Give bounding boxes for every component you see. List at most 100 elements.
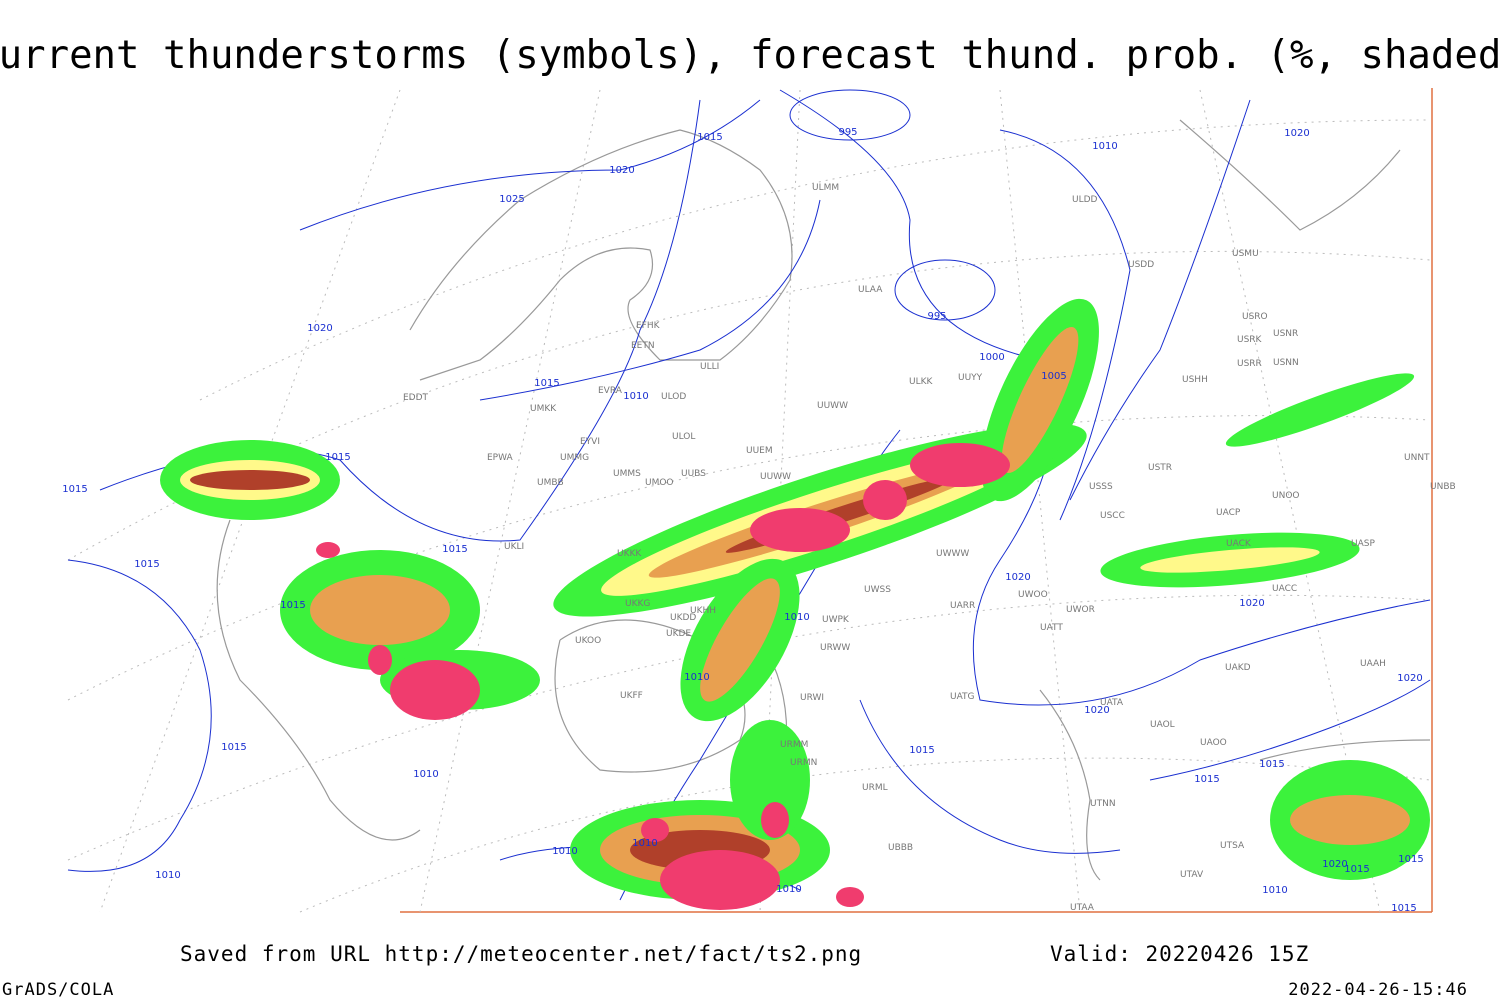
station-label: UTAV [1180,870,1204,880]
station-label: UKOO [575,636,601,646]
station-label: UATA [1100,698,1124,708]
isobar-label: 1015 [134,559,159,570]
isobar-label: 1020 [1322,859,1347,870]
station-label: UACP [1216,508,1241,518]
isobar-label: 1015 [221,742,246,753]
isobar-label: 1015 [1398,854,1423,865]
isobar-label: 1010 [155,870,180,881]
station-label: URML [862,783,888,793]
isobar-label: 1015 [442,544,467,555]
station-label: UARR [950,601,975,611]
station-label: USRO [1242,312,1268,322]
graticule [67,89,1431,913]
isobar-label: 1000 [979,352,1004,363]
isobar-label: 1010 [684,672,709,683]
timestamp: 2022-04-26-15:46 [1288,980,1468,1000]
software-credit: GrADS/COLA [2,980,114,1000]
station-label: EFHK [636,321,661,331]
station-label: UTAA [1070,903,1095,913]
isobar-label: 1010 [623,391,648,402]
station-label: USDD [1128,260,1154,270]
station-label: USRK [1237,335,1263,345]
isobar-label: 995 [927,311,946,322]
station-label: UATT [1040,623,1063,633]
station-label: UKDE [666,629,691,639]
isobar-label: 1010 [1262,885,1287,896]
station-label: UMOO [645,478,674,488]
station-label: EYVI [580,437,600,447]
station-label: USCC [1100,511,1125,521]
station-label: UNNT [1404,453,1430,463]
isobar-label: 1015 [534,378,559,389]
station-label: UWWW [936,549,969,559]
station-label: UACC [1272,584,1297,594]
station-label: UMBB [537,478,564,488]
isobar-label: 1020 [1284,128,1309,139]
isobar-label: 1015 [325,452,350,463]
station-label: UKFF [620,691,643,701]
isobar-label: 1015 [1391,903,1416,914]
station-label: UMMG [560,453,589,463]
isobar-label: 1015 [62,484,87,495]
station-label: UAOO [1200,738,1227,748]
station-label: URWW [820,643,850,653]
station-label: UMKK [530,404,557,414]
station-label: UUWW [760,472,791,482]
station-label: USTR [1148,463,1172,473]
station-label: UUYY [958,373,983,383]
map-title: Current thunderstorms (symbols), forecas… [0,33,1500,78]
isobar-label: 1020 [1239,598,1264,609]
station-label: UAOL [1150,720,1175,730]
station-label: EDDT [403,393,429,403]
station-label: UACK [1226,539,1252,549]
station-label: UTNN [1090,799,1116,809]
isobar-label: 1020 [1397,673,1422,684]
station-label: USHH [1182,375,1208,385]
station-label: UKKK [617,549,642,559]
station-label: USMU [1232,249,1259,259]
station-label: URMN [790,758,817,768]
valid-time: Valid: 20220426 15Z [1050,942,1309,966]
source-note: Saved from URL http://meteocenter.net/fa… [180,942,862,966]
isobar-label: 1015 [1194,774,1219,785]
station-label: ULOD [661,392,686,402]
station-label: ULOL [672,432,695,442]
station-label: URWI [800,693,824,703]
isobar-label: 1025 [499,194,524,205]
isobar-label: 1015 [1344,864,1369,875]
station-label: EPWA [487,453,514,463]
isobar-label: 1010 [413,769,438,780]
thunderstorm-symbols [316,443,1010,910]
station-label: URMM [780,740,808,750]
station-label: USNN [1273,358,1299,368]
station-label: UKKG [625,599,650,609]
station-label: ULDD [1072,195,1098,205]
isobar-label: 1020 [609,165,634,176]
station-label: UAKD [1225,663,1251,673]
station-label: USRR [1237,359,1262,369]
isobar-label: 1020 [1005,572,1030,583]
station-label: UNBB [1430,482,1456,492]
isobar-label: 1015 [1259,759,1284,770]
station-label: UTSA [1220,841,1245,851]
station-label: UKLI [504,542,524,552]
isobar-label: 1015 [697,132,722,143]
station-label: UASP [1351,539,1375,549]
station-label: UMMS [613,469,641,479]
station-label: UNOO [1272,491,1300,501]
isobar-label: 1010 [552,846,577,857]
isobar-label: 1015 [280,600,305,611]
isobar-label: 1020 [1084,705,1109,716]
isobar-label: 1010 [632,838,657,849]
isobar-label: 1015 [909,745,934,756]
station-label: UWSS [864,585,891,595]
station-label: USNR [1273,329,1298,339]
station-label: UWOR [1066,605,1095,615]
station-label: ULAA [858,285,883,295]
station-label: ULMM [812,183,839,193]
station-label: UWOO [1018,590,1048,600]
station-label: UATG [950,692,975,702]
station-label: UAAH [1360,659,1386,669]
